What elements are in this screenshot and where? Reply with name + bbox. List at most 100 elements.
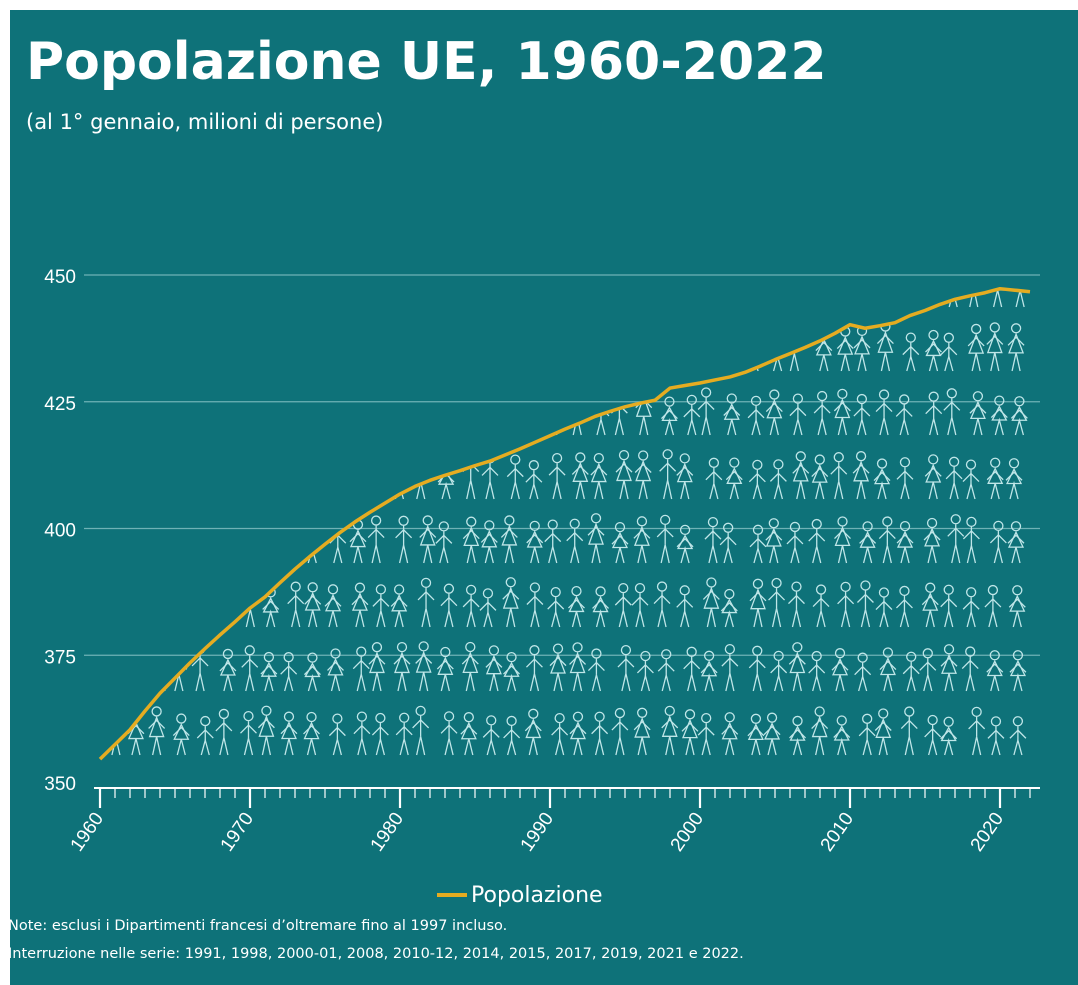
person-figure: [550, 644, 566, 691]
person-figure: [463, 450, 479, 499]
person-figure: [925, 715, 941, 755]
person-figure: [325, 585, 341, 627]
person-figure: [837, 327, 853, 371]
person-figure: [413, 322, 429, 371]
person-figure: [832, 266, 848, 307]
person-figure: [195, 268, 211, 307]
person-figure: [948, 515, 964, 563]
person-figure: [526, 461, 542, 499]
person-figure: [480, 259, 496, 307]
person-figure: [1012, 264, 1028, 307]
person-figure: [970, 392, 986, 435]
person-figure: [789, 643, 805, 691]
person-figure: [809, 652, 825, 691]
person-figure: [463, 585, 479, 627]
person-figure: [925, 455, 941, 499]
y-tick-label-375: 375: [44, 647, 76, 668]
person-figure: [1006, 459, 1022, 499]
person-figure: [594, 324, 610, 371]
y-tick-label-400: 400: [44, 521, 76, 542]
person-figure: [108, 519, 124, 563]
person-figure: [176, 455, 192, 499]
person-figure: [149, 707, 165, 755]
person-figure: [463, 517, 479, 563]
person-figure: [373, 585, 389, 627]
person-figure: [968, 324, 984, 371]
person-figure: [261, 653, 277, 691]
person-figure: [812, 707, 828, 755]
person-figure: [173, 331, 189, 371]
person-figure: [722, 645, 738, 691]
person-figure: [149, 263, 165, 307]
person-figure: [353, 647, 369, 691]
person-figure: [441, 584, 457, 627]
person-figure: [963, 588, 979, 627]
person-figure: [420, 516, 436, 563]
person-figure: [129, 327, 145, 371]
person-figure: [682, 326, 698, 371]
person-figure: [969, 707, 985, 755]
person-figure: [897, 458, 913, 499]
person-figure: [548, 324, 564, 371]
people-illustration: [106, 258, 1028, 755]
person-figure: [238, 332, 254, 371]
person-figure: [131, 521, 147, 563]
person-figure: [549, 454, 565, 499]
person-figure: [677, 454, 693, 499]
y-axis-tick-labels: 350375400425450: [44, 267, 76, 795]
person-figure: [527, 583, 543, 627]
person-figure: [588, 514, 604, 563]
person-figure: [481, 521, 497, 563]
person-figure: [218, 520, 234, 563]
x-tick-label-2010: 2010: [817, 809, 858, 856]
person-figure: [876, 390, 892, 435]
person-figure: [305, 583, 321, 627]
person-figure: [572, 453, 588, 499]
person-figure: [550, 260, 566, 307]
person-figure: [394, 643, 410, 691]
person-figure: [941, 717, 957, 755]
person-figure: [372, 714, 388, 755]
person-figure: [242, 646, 258, 691]
person-figure: [304, 258, 320, 307]
person-figure: [194, 585, 210, 627]
person-figure: [705, 518, 721, 563]
person-figure: [592, 712, 608, 755]
person-figure: [132, 261, 148, 307]
person-figure: [262, 268, 278, 307]
person-figure: [374, 263, 390, 307]
person-figure: [173, 714, 189, 755]
person-figure: [134, 580, 150, 627]
person-figure: [371, 460, 387, 499]
person-figure: [281, 389, 297, 435]
person-figure: [750, 579, 766, 627]
person-figure: [505, 267, 521, 307]
person-figure: [616, 265, 632, 307]
person-figure: [437, 648, 453, 691]
person-figure: [106, 650, 122, 691]
person-figure: [677, 525, 693, 563]
person-figure: [859, 714, 875, 755]
person-figure: [721, 331, 737, 371]
person-figure: [462, 643, 478, 691]
person-figure: [809, 268, 825, 307]
person-figure: [764, 713, 780, 755]
person-figure: [985, 586, 1001, 627]
person-figure: [941, 585, 957, 627]
person-figure: [326, 267, 342, 307]
person-figure: [174, 259, 190, 307]
person-figure: [790, 394, 806, 435]
legend: Popolazione: [437, 880, 603, 910]
person-figure: [706, 331, 722, 371]
person-figure: [457, 267, 473, 307]
person-figure: [109, 325, 125, 371]
person-figure: [924, 519, 940, 563]
person-figure: [662, 706, 678, 755]
person-figure: [771, 651, 787, 691]
person-figure: [766, 390, 782, 435]
person-figure: [525, 709, 541, 755]
person-figure: [286, 525, 302, 563]
person-figure: [396, 713, 412, 755]
person-figure: [264, 524, 280, 563]
person-figure: [720, 523, 736, 563]
